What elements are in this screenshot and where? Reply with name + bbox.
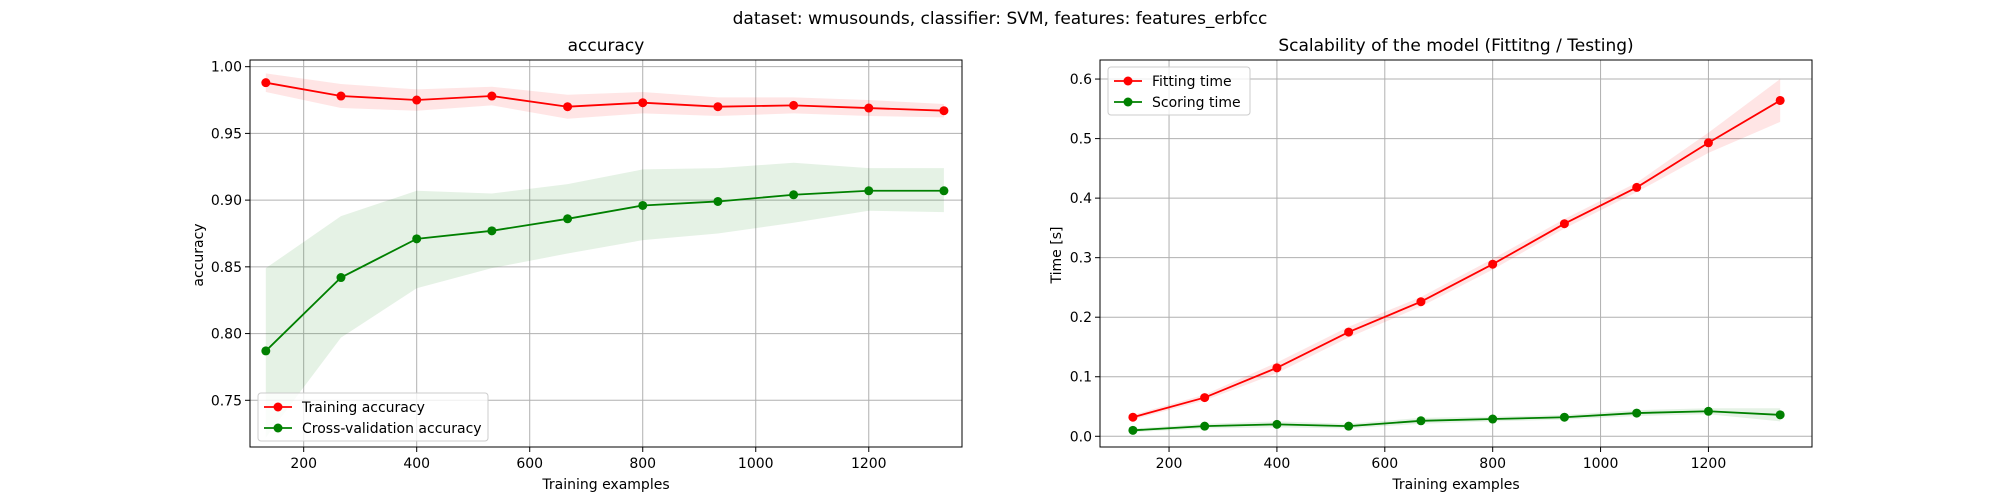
accuracy-data-point xyxy=(864,103,874,113)
scalability-x-tick-label: 800 xyxy=(1479,456,1506,472)
accuracy-x-axis-label: Training examples xyxy=(541,477,669,493)
accuracy-legend-label: Cross-validation accuracy xyxy=(302,421,482,437)
scalability-data-point xyxy=(1128,425,1138,435)
scalability-data-point xyxy=(1128,412,1138,422)
scalability-data-point xyxy=(1775,410,1785,420)
scalability-x-tick-label: 200 xyxy=(1156,456,1183,472)
scalability-y-tick-label: 0.3 xyxy=(1070,251,1092,267)
scalability-data-point xyxy=(1200,393,1210,403)
scalability-legend-box xyxy=(1107,66,1251,116)
scalability-data-point xyxy=(1344,421,1354,431)
scalability-panel-title: Scalability of the model (Fittitng / Tes… xyxy=(1278,36,1633,56)
scalability-series-line-0 xyxy=(1132,99,1781,419)
accuracy-y-tick-label: 0.85 xyxy=(211,260,242,276)
accuracy-legend: Training accuracy Cross-validation accura… xyxy=(257,392,489,442)
accuracy-data-point xyxy=(487,91,497,101)
scalability-x-tick-label: 1200 xyxy=(1691,456,1727,472)
accuracy-data-point xyxy=(336,91,346,101)
accuracy-y-tick-label: 0.75 xyxy=(211,393,242,409)
accuracy-legend-marker xyxy=(273,423,283,433)
scalability-data-point xyxy=(1703,406,1713,416)
scalability-data-point xyxy=(1632,408,1642,418)
accuracy-y-tick-label: 0.95 xyxy=(211,126,242,142)
scalability-data-point xyxy=(1200,421,1210,431)
scalability-data-point xyxy=(1775,95,1785,105)
scalability-legend: Fitting time Scoring time xyxy=(1107,66,1251,116)
scalability-x-tick-label: 600 xyxy=(1371,456,1398,472)
scalability-y-tick-label: 0.1 xyxy=(1070,370,1092,386)
accuracy-data-point xyxy=(713,196,723,206)
accuracy-y-tick-label: 0.80 xyxy=(211,327,242,343)
scalability-legend-label: Fitting time xyxy=(1152,74,1232,90)
scalability-series-line-1 xyxy=(1132,410,1781,432)
scalability-data-point xyxy=(1344,327,1354,337)
scalability-data-point xyxy=(1703,138,1713,148)
accuracy-data-point xyxy=(638,98,648,108)
scalability-data-point xyxy=(1488,259,1498,269)
accuracy-data-point xyxy=(412,234,422,244)
scalability-data-point xyxy=(1559,412,1569,422)
scalability-data-point xyxy=(1272,419,1282,429)
accuracy-legend-marker xyxy=(273,402,283,412)
accuracy-data-point xyxy=(713,102,723,112)
accuracy-series-line-0 xyxy=(265,81,944,112)
scalability-legend-label: Scoring time xyxy=(1152,95,1241,111)
accuracy-y-tick-label: 1.00 xyxy=(211,60,242,76)
accuracy-x-tick-label: 200 xyxy=(290,456,317,472)
scalability-data-point xyxy=(1488,414,1498,424)
accuracy-data-point xyxy=(563,214,573,224)
accuracy-data-point xyxy=(789,100,799,110)
scalability-x-tick-label: 1000 xyxy=(1583,456,1619,472)
scalability-legend-marker xyxy=(1123,76,1133,86)
accuracy-data-point xyxy=(487,226,497,236)
accuracy-data-point xyxy=(638,200,648,210)
accuracy-data-point xyxy=(261,78,271,88)
scalability-x-axis-label: Training examples xyxy=(1391,477,1519,493)
scalability-data-point xyxy=(1416,416,1426,426)
scalability-data-point xyxy=(1559,219,1569,229)
accuracy-data-point xyxy=(939,106,949,116)
accuracy-data-point xyxy=(412,95,422,105)
accuracy-x-tick-label: 800 xyxy=(629,456,656,472)
accuracy-data-point xyxy=(864,186,874,196)
scalability-panel: Scalability of the model (Fittitng / Tes… xyxy=(1049,36,1813,493)
accuracy-band-red xyxy=(265,73,944,119)
accuracy-data-point xyxy=(336,273,346,283)
accuracy-axes-frame xyxy=(249,59,963,448)
accuracy-y-tick-label: 0.90 xyxy=(211,193,242,209)
accuracy-band-green xyxy=(265,162,944,438)
accuracy-x-tick-label: 600 xyxy=(516,456,543,472)
accuracy-series-line-1 xyxy=(265,189,944,352)
scalability-data-point xyxy=(1272,363,1282,373)
accuracy-data-point xyxy=(261,346,271,356)
accuracy-legend-box xyxy=(257,392,489,442)
accuracy-x-tick-label: 400 xyxy=(403,456,430,472)
accuracy-data-point xyxy=(939,186,949,196)
scalability-band-red xyxy=(1132,79,1781,420)
scalability-y-tick-label: 0.5 xyxy=(1070,132,1092,148)
scalability-data-point xyxy=(1416,297,1426,307)
scalability-y-axis-label: Time [s] xyxy=(1049,227,1065,285)
scalability-legend-marker xyxy=(1123,97,1133,107)
scalability-data-point xyxy=(1632,182,1642,192)
scalability-axes-frame xyxy=(1099,59,1813,448)
scalability-y-tick-label: 0.6 xyxy=(1070,72,1092,88)
accuracy-panel-title: accuracy xyxy=(568,36,645,56)
scalability-y-tick-label: 0.0 xyxy=(1070,429,1092,445)
accuracy-data-point xyxy=(789,190,799,200)
accuracy-legend-label: Training accuracy xyxy=(301,400,425,416)
scalability-y-tick-label: 0.2 xyxy=(1070,310,1092,326)
scalability-x-tick-label: 400 xyxy=(1264,456,1291,472)
accuracy-y-axis-label: accuracy xyxy=(191,223,207,286)
accuracy-panel: accuracy Training examples accuracy 200 4… xyxy=(191,36,963,493)
accuracy-x-tick-label: 1000 xyxy=(738,456,774,472)
figure-suptitle: dataset: wmusounds, classifier: SVM, fea… xyxy=(733,9,1268,29)
scalability-y-tick-label: 0.4 xyxy=(1070,191,1092,207)
accuracy-data-point xyxy=(563,102,573,112)
accuracy-x-tick-label: 1200 xyxy=(851,456,887,472)
scalability-grid xyxy=(1100,60,1812,447)
